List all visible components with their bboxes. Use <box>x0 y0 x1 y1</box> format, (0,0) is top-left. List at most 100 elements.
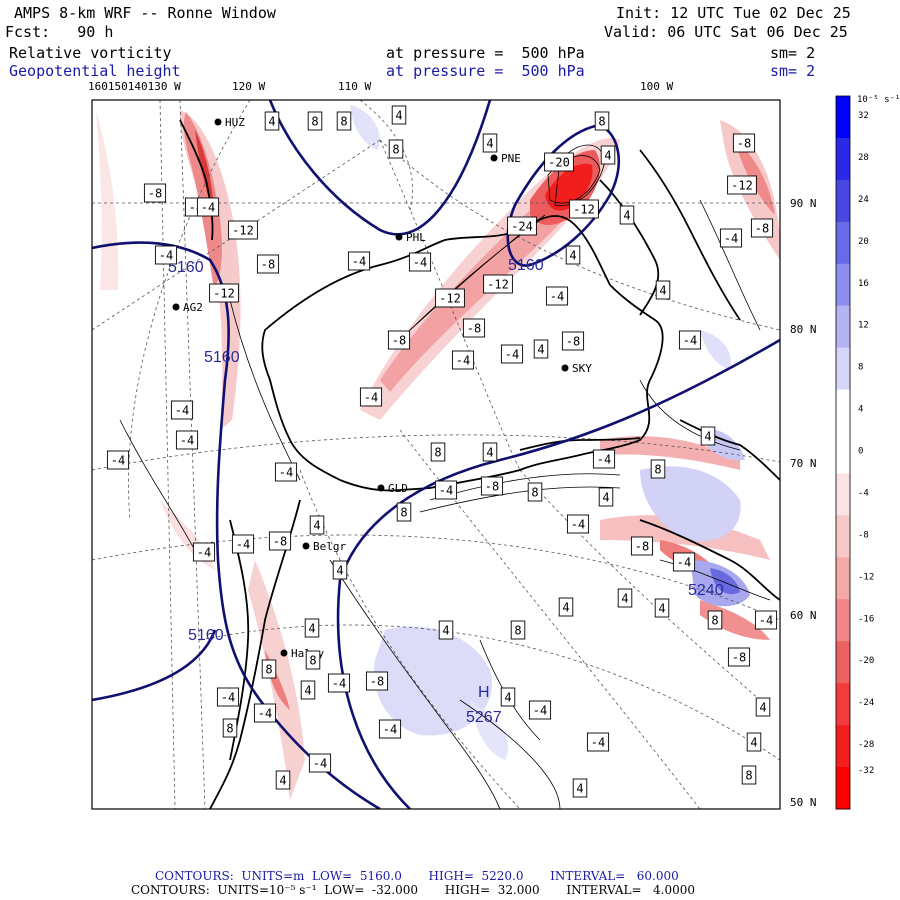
height-label: 5160 <box>188 627 224 644</box>
vorticity-label-box <box>378 719 402 739</box>
field2-smoothing: sm= 2 <box>770 62 816 80</box>
vorticity-label: 4 <box>621 592 628 606</box>
field2-level: at pressure = 500 hPa <box>386 62 585 80</box>
forecast-hour: Fcst: 90 h <box>5 23 114 41</box>
height-label: H <box>478 684 490 701</box>
vorticity-label: -4 <box>533 704 547 718</box>
vorticity-label-box <box>619 205 635 225</box>
vorticity-label: -4 <box>550 290 564 304</box>
vorticity-label-box <box>435 288 465 308</box>
vorticity-label-box <box>558 597 574 617</box>
vorticity-label: 4 <box>304 684 311 698</box>
vorticity-label: 8 <box>654 463 661 477</box>
vorticity-label-box <box>327 673 351 693</box>
vorticity-label: -4 <box>236 538 250 552</box>
height-label: 5160 <box>204 349 240 366</box>
vorticity-label: -12 <box>439 292 461 306</box>
vorticity-label-box <box>261 659 277 679</box>
vorticity-label-box <box>387 330 411 350</box>
vorticity-label: -12 <box>731 179 753 193</box>
vorticity-label: -4 <box>201 201 215 215</box>
vorticity-label-box <box>256 254 280 274</box>
vorticity-label-box <box>700 426 716 446</box>
vorticity-label: -8 <box>370 675 384 689</box>
lat-label-90: 90 N <box>790 197 817 210</box>
vorticity-label: -4 <box>197 546 211 560</box>
vorticity-label: -4 <box>683 334 697 348</box>
vorticity-label-box <box>482 133 498 153</box>
colorbar-tick-label: 28 <box>858 153 869 163</box>
vorticity-label-box <box>561 331 585 351</box>
vorticity-label-box <box>592 449 616 469</box>
colorbar-swatch <box>836 599 850 642</box>
colorbar-tick-label: -24 <box>858 698 874 708</box>
vorticity-contour-labels: 4 8 8 4 4 8 8 4 -8 -8 -4 -12 -4 -12 -8 -4 -4 -12 -8 -20 -12 -… <box>106 105 778 798</box>
init-time: Init: 12 UTC Tue 02 Dec 25 <box>616 4 851 22</box>
graticule <box>92 100 780 809</box>
field2-name: Geopotential height <box>9 62 181 80</box>
colorbar-swatch <box>836 347 850 391</box>
vorticity-label: -4 <box>258 707 272 721</box>
station-dot <box>172 303 180 311</box>
vorticity-label: 4 <box>602 491 609 505</box>
vorticity-label: -8 <box>467 322 481 336</box>
colorbar: 10⁻⁵ s⁻¹ 32 28 24 20 16 12 8 4 0 -4 -8 -12 -16 -20 -24… <box>835 95 900 810</box>
coastline <box>179 119 780 809</box>
height-label: 5240 <box>688 582 724 599</box>
footer-vorticity-contours: CONTOURS: UNITS=10⁻⁵ s⁻¹ LOW= -32.000 HI… <box>131 883 695 897</box>
lon-label-120: 120 W <box>232 80 265 93</box>
vorticity-label-box <box>451 350 475 370</box>
colorbar-swatch <box>836 263 850 307</box>
vorticity-label-box <box>275 770 291 790</box>
vorticity-label-box <box>594 111 610 131</box>
colorbar-tick-label: 8 <box>858 363 863 373</box>
vorticity-label: 4 <box>759 701 766 715</box>
vorticity-label: -4 <box>677 556 691 570</box>
vorticity-label: -4 <box>383 723 397 737</box>
vorticity-label: -4 <box>759 614 773 628</box>
map-border <box>91 99 781 810</box>
vorticity-label-box <box>569 199 599 219</box>
vorticity-label-box <box>253 703 277 723</box>
colorbar-swatch <box>836 473 850 516</box>
vorticity-label-box <box>500 687 516 707</box>
vorticity-label-box <box>746 732 762 752</box>
vorticity-label-box <box>228 220 258 240</box>
vorticity-label-box <box>650 459 666 479</box>
vorticity-label: -24 <box>511 220 533 234</box>
colorbar-tick-label: 32 <box>858 111 869 121</box>
station-label: PHL <box>406 231 426 244</box>
colorbar-tick-label: 20 <box>858 237 869 247</box>
vorticity-label: 8 <box>392 143 399 157</box>
colorbar-swatch <box>836 96 850 139</box>
vorticity-label-box <box>391 105 407 125</box>
vorticity-label: 4 <box>659 284 666 298</box>
vorticity-label: -4 <box>413 256 427 270</box>
vorticity-label-box <box>347 251 371 271</box>
vorticity-label: -4 <box>279 466 293 480</box>
vorticity-label: -8 <box>737 137 751 151</box>
lon-label-110: 110 W <box>338 80 371 93</box>
colorbar-border <box>835 95 851 810</box>
vorticity-label-box <box>170 400 194 420</box>
vorticity-label: 8 <box>434 446 441 460</box>
station-dot <box>280 649 288 657</box>
vorticity-label-box <box>308 753 332 773</box>
vorticity-label: -4 <box>597 453 611 467</box>
vorticity-label-box <box>741 765 757 785</box>
lat-axis-labels: 90 N 80 N 70 N 60 N 50 N <box>790 197 817 809</box>
vorticity-label: -4 <box>221 691 235 705</box>
vorticity-label-box <box>727 175 757 195</box>
vorticity-label-box <box>365 671 389 691</box>
vorticity-label-box <box>572 778 588 798</box>
vorticity-label-box <box>719 228 743 248</box>
station-dot <box>561 364 569 372</box>
vorticity-label: 4 <box>486 446 493 460</box>
colorbar-swatch <box>836 683 850 726</box>
vorticity-label: 4 <box>704 430 711 444</box>
vorticity-label: 4 <box>576 782 583 796</box>
colorbar-tick-label: 0 <box>858 447 863 457</box>
lat-label-70: 70 N <box>790 457 817 470</box>
colorbar-swatch <box>836 557 850 600</box>
